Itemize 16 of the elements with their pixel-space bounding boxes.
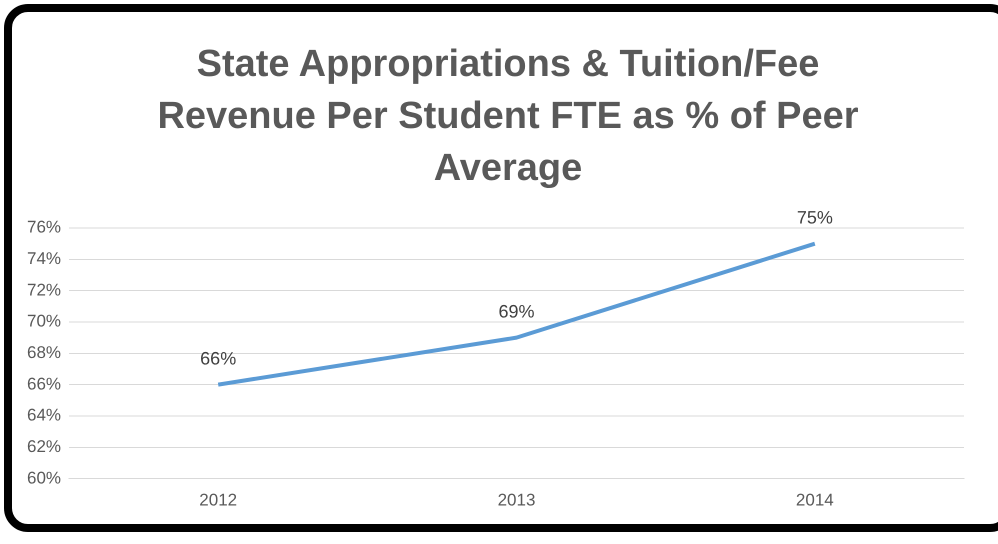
- y-tick-label: 66%: [26, 374, 62, 394]
- x-tick-label: 2013: [498, 490, 536, 510]
- chart-title: State Appropriations & Tuition/Fee Revenue Per Student FTE as % of Peer Average: [156, 42, 860, 191]
- x-tick-label: 2012: [199, 490, 238, 510]
- data-label: 69%: [498, 302, 535, 322]
- x-tick-label: 2014: [796, 490, 834, 510]
- y-tick-label: 64%: [26, 406, 62, 425]
- y-tick-label: 72%: [26, 280, 62, 300]
- data-label: 66%: [200, 348, 236, 369]
- y-tick-label: 60%: [26, 468, 62, 488]
- y-tick-label: 62%: [26, 436, 62, 456]
- y-tick-label: 76%: [26, 218, 62, 237]
- y-tick-label: 68%: [26, 342, 62, 362]
- y-tick-label: 70%: [26, 312, 62, 331]
- data-label: 75%: [796, 208, 833, 228]
- y-tick-label: 74%: [26, 249, 62, 268]
